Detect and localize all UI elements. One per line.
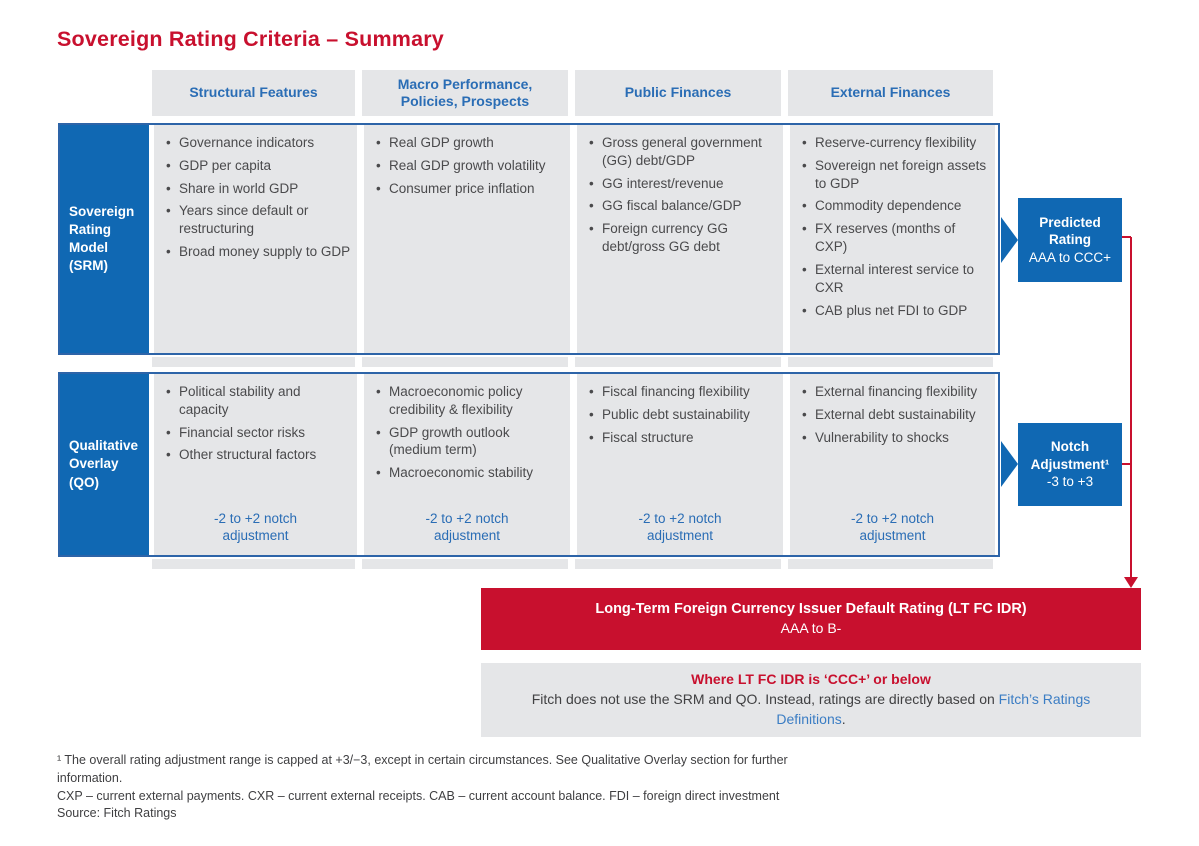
bullet-list: Governance indicators GDP per capita Share… — [154, 125, 357, 272]
footnote-adjustment-cap: ¹ The overall rating adjustment range is… — [57, 753, 788, 785]
column-header-label: Public Finances — [624, 84, 732, 101]
bullet-item: Years since default or restructuring — [166, 202, 352, 238]
column-header-structural-features: Structural Features — [152, 70, 355, 116]
bullet-item: Financial sector risks — [166, 424, 352, 442]
column-shadow — [152, 559, 355, 569]
ratings-definitions-link[interactable]: Fitch’s Ratings Definitions — [776, 691, 1091, 727]
bullet-item: Foreign currency GG debt/gross GG debt — [589, 220, 778, 256]
predicted-rating-box: Predicted Rating AAA to CCC+ — [1018, 198, 1122, 282]
connector-line — [1122, 463, 1131, 465]
srm-macro-performance-cell: Real GDP growth Real GDP growth volatilit… — [364, 125, 570, 353]
bullet-item: Macroeconomic stability — [376, 464, 565, 482]
bullet-item: Share in world GDP — [166, 180, 352, 198]
banner-title: Long-Term Foreign Currency Issuer Defaul… — [595, 601, 1027, 618]
bullet-item: Real GDP growth — [376, 134, 565, 152]
arrow-down-icon — [1124, 577, 1138, 588]
bullet-list: External financing flexibility External d… — [790, 374, 995, 457]
bullet-list: Reserve-currency flexibility Sovereign ne… — [790, 125, 995, 330]
bullet-item: External financing flexibility — [802, 383, 990, 401]
bullet-item: Gross general government (GG) debt/GDP — [589, 134, 778, 170]
footnotes: ¹ The overall rating adjustment range is… — [57, 752, 815, 823]
bullet-item: Real GDP growth volatility — [376, 157, 565, 175]
banner-range: AAA to B- — [780, 620, 842, 637]
info-body-text: Fitch does not use the SRM and QO. Inste… — [531, 691, 999, 708]
srm-public-finances-cell: Gross general government (GG) debt/GDP GG… — [577, 125, 783, 353]
column-header-public-finances: Public Finances — [575, 70, 781, 116]
bullet-item: Fiscal financing flexibility — [589, 383, 778, 401]
column-shadow — [152, 357, 355, 367]
column-header-external-finances: External Finances — [788, 70, 993, 116]
connector-line — [1130, 237, 1132, 579]
bullet-list: Political stability and capacity Financia… — [154, 374, 357, 475]
bullet-item: External interest service to CXR — [802, 261, 990, 297]
qo-public-finances-cell: Fiscal financing flexibility Public debt … — [577, 374, 783, 555]
column-header-label: Structural Features — [189, 84, 318, 101]
qo-external-finances-cell: External financing flexibility External d… — [790, 374, 995, 555]
srm-row-label: Sovereign Rating Model (SRM) — [60, 125, 149, 353]
bullet-item: GDP per capita — [166, 157, 352, 175]
notch-adjustment-note: -2 to +2 notch adjustment — [638, 510, 722, 544]
notch-adjustment-note: -2 to +2 notch adjustment — [425, 510, 509, 544]
column-shadow — [362, 559, 568, 569]
info-box-heading: Where LT FC IDR is ‘CCC+’ or below — [691, 671, 931, 688]
bullet-item: Broad money supply to GDP — [166, 243, 352, 261]
footnote-source: Source: Fitch Ratings — [57, 806, 177, 821]
page-title: Sovereign Rating Criteria – Summary — [57, 27, 444, 51]
bullet-list: Macroeconomic policy credibility & flexi… — [364, 374, 570, 493]
column-header-macro-performance: Macro Performance, Policies, Prospects — [362, 70, 568, 116]
bullet-item: Governance indicators — [166, 134, 352, 152]
qo-row: Qualitative Overlay (QO) Political stabi… — [58, 372, 1000, 557]
bullet-item: Commodity dependence — [802, 197, 990, 215]
info-box-body: Fitch does not use the SRM and QO. Inste… — [523, 690, 1099, 730]
notch-adjustment-range: -3 to +3 — [1046, 474, 1094, 490]
bullet-item: Public debt sustainability — [589, 406, 778, 424]
column-shadow — [362, 357, 568, 367]
predicted-rating-title: Predicted Rating — [1039, 214, 1101, 248]
bullet-item: FX reserves (months of CXP) — [802, 220, 990, 256]
bullet-item: GG interest/revenue — [589, 175, 778, 193]
bullet-item: Consumer price inflation — [376, 180, 565, 198]
bullet-item: Vulnerability to shocks — [802, 429, 990, 447]
notch-adjustment-box: Notch Adjustment¹ -3 to +3 — [1018, 423, 1122, 506]
column-shadow — [575, 357, 781, 367]
arrow-right-icon — [1001, 441, 1018, 487]
column-shadow — [788, 559, 993, 569]
srm-structural-features-cell: Governance indicators GDP per capita Share… — [154, 125, 357, 353]
column-shadow — [788, 357, 993, 367]
predicted-rating-range: AAA to CCC+ — [1028, 249, 1112, 265]
bullet-item: External debt sustainability — [802, 406, 990, 424]
bullet-item: CAB plus net FDI to GDP — [802, 302, 990, 320]
column-shadow — [575, 559, 781, 569]
bullet-list: Fiscal financing flexibility Public debt … — [577, 374, 783, 457]
qo-structural-features-cell: Political stability and capacity Financia… — [154, 374, 357, 555]
bullet-item: Other structural factors — [166, 446, 352, 464]
bullet-list: Real GDP growth Real GDP growth volatilit… — [364, 125, 570, 208]
lt-fc-idr-banner: Long-Term Foreign Currency Issuer Defaul… — [481, 588, 1141, 650]
arrow-right-icon — [1001, 217, 1018, 263]
bullet-item: Political stability and capacity — [166, 383, 352, 419]
notch-adjustment-note: -2 to +2 notch adjustment — [851, 510, 934, 544]
notch-adjustment-title: Notch Adjustment¹ — [1030, 439, 1110, 472]
qo-row-label: Qualitative Overlay (QO) — [60, 374, 149, 555]
bullet-item: Fiscal structure — [589, 429, 778, 447]
srm-external-finances-cell: Reserve-currency flexibility Sovereign ne… — [790, 125, 995, 353]
bullet-list: Gross general government (GG) debt/GDP GG… — [577, 125, 783, 267]
ccc-info-box: Where LT FC IDR is ‘CCC+’ or below Fitch… — [481, 663, 1141, 737]
qo-macro-performance-cell: Macroeconomic policy credibility & flexi… — [364, 374, 570, 555]
bullet-item: Macroeconomic policy credibility & flexi… — [376, 383, 565, 419]
bullet-item: GG fiscal balance/GDP — [589, 197, 778, 215]
bullet-item: GDP growth outlook (medium term) — [376, 424, 565, 460]
footnote-abbreviations: CXP – current external payments. CXR – c… — [57, 788, 780, 803]
notch-adjustment-note: -2 to +2 notch adjustment — [214, 510, 297, 544]
srm-row: Sovereign Rating Model (SRM) Governance … — [58, 123, 1000, 355]
bullet-item: Sovereign net foreign assets to GDP — [802, 157, 990, 193]
bullet-item: Reserve-currency flexibility — [802, 134, 990, 152]
column-header-label: External Finances — [830, 84, 951, 101]
info-body-period: . — [841, 710, 846, 727]
connector-line — [1122, 236, 1131, 238]
column-header-label: Macro Performance, Policies, Prospects — [397, 75, 533, 110]
